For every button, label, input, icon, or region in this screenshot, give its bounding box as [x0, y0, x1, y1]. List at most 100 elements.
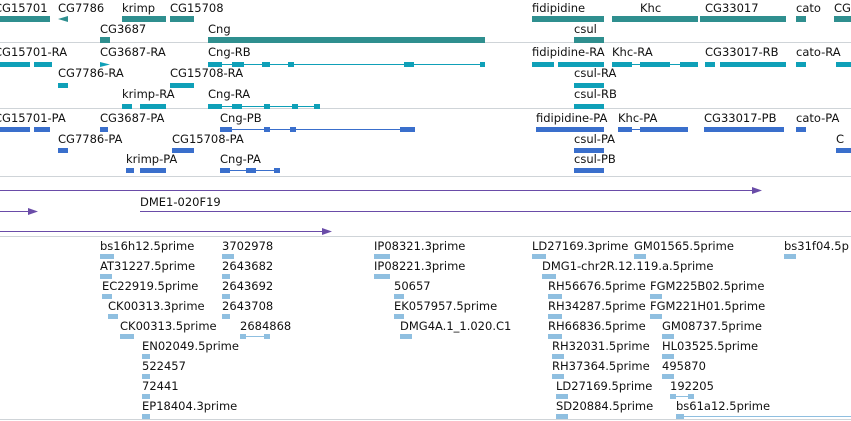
est-label[interactable]: EC22919.5prime [102, 279, 199, 293]
transcript-label[interactable]: Cng-RA [208, 87, 251, 101]
est-label[interactable]: RH34287.5prime [548, 299, 646, 313]
transcript-feature[interactable] [264, 104, 270, 109]
gene-label[interactable]: CG3687 [100, 22, 147, 36]
est-feature[interactable] [552, 374, 564, 379]
transcript-feature[interactable] [480, 62, 485, 67]
est-feature[interactable] [676, 414, 684, 419]
gene-feature[interactable] [612, 16, 698, 22]
protein-feature[interactable] [100, 127, 108, 132]
est-feature[interactable] [548, 334, 562, 339]
transcript-feature[interactable] [140, 104, 166, 109]
est-feature[interactable] [670, 394, 676, 399]
transcript-feature[interactable] [705, 62, 715, 67]
est-feature[interactable] [108, 314, 118, 319]
est-label[interactable]: GM08737.5prime [662, 319, 762, 333]
gene-feature[interactable] [122, 16, 166, 22]
protein-label[interactable]: Cng-PA [220, 152, 261, 166]
est-feature[interactable] [222, 294, 230, 299]
est-feature[interactable] [650, 294, 662, 299]
protein-label[interactable]: CG7786-PA [58, 132, 123, 146]
transcript-feature[interactable] [0, 62, 30, 67]
est-label[interactable]: 2643708 [222, 299, 274, 313]
est-label[interactable]: SD20884.5prime [556, 399, 654, 413]
est-feature[interactable] [542, 274, 556, 279]
protein-feature[interactable] [400, 127, 415, 132]
protein-feature[interactable] [290, 127, 296, 132]
transcript-label[interactable]: krimp-RA [122, 87, 175, 101]
protein-feature[interactable] [704, 127, 784, 132]
est-label[interactable]: AT31227.5prime [100, 259, 196, 273]
est-feature[interactable] [142, 354, 150, 359]
protein-feature[interactable] [274, 168, 280, 173]
transcript-feature[interactable] [404, 62, 414, 67]
protein-feature[interactable] [246, 168, 256, 173]
gene-feature[interactable] [170, 16, 194, 22]
protein-label[interactable]: CG15708-PA [172, 132, 244, 146]
protein-label[interactable]: krimp-PA [126, 152, 178, 166]
transcript-feature[interactable] [100, 62, 110, 67]
protein-label[interactable]: Cng-PB [220, 111, 262, 125]
transcript-feature[interactable] [34, 62, 52, 67]
transcript-label[interactable]: CG15708-RA [170, 66, 244, 80]
est-feature[interactable] [552, 354, 564, 359]
gene-feature[interactable] [574, 37, 604, 43]
protein-feature[interactable] [172, 148, 194, 153]
transcript-feature[interactable] [122, 104, 132, 109]
transcript-feature[interactable] [262, 62, 270, 67]
est-feature[interactable] [662, 354, 674, 359]
est-label[interactable]: RH32031.5prime [552, 339, 650, 353]
est-feature[interactable] [662, 374, 674, 379]
gene-feature[interactable] [796, 16, 806, 22]
transcript-feature[interactable] [232, 62, 244, 67]
transcript-feature[interactable] [292, 104, 298, 109]
protein-feature[interactable] [836, 148, 851, 153]
gene-feature[interactable] [208, 37, 485, 43]
transcript-feature[interactable] [58, 83, 68, 88]
transcript-label[interactable]: Cng-RB [208, 45, 251, 59]
protein-label[interactable]: fidipidine-PA [536, 111, 608, 125]
transcript-label[interactable]: fidipidine-RA [532, 45, 605, 59]
est-feature[interactable] [400, 334, 412, 339]
est-label[interactable]: bs61a12.5prime [676, 399, 771, 413]
est-label[interactable]: bs31f04.5p [784, 239, 849, 253]
transcript-feature[interactable] [836, 62, 851, 67]
est-label[interactable]: 2684868 [240, 319, 292, 333]
protein-feature[interactable] [34, 127, 50, 132]
transcript-label[interactable]: Khc-RA [612, 45, 653, 59]
est-feature[interactable] [394, 294, 404, 299]
est-feature[interactable] [374, 254, 390, 259]
transcript-feature[interactable] [796, 62, 806, 67]
protein-label[interactable]: CG3687-PA [100, 111, 165, 125]
est-label[interactable]: CK00313.3prime [108, 299, 205, 313]
gene-feature[interactable] [834, 16, 851, 22]
est-label[interactable]: HL03525.5prime [662, 339, 759, 353]
transcript-feature[interactable] [208, 62, 222, 67]
est-label[interactable]: RH56676.5prime [548, 279, 646, 293]
est-label[interactable]: 192205 [670, 379, 714, 393]
protein-label[interactable]: csul-PB [574, 152, 616, 166]
gene-label[interactable]: krimp [122, 1, 156, 15]
gene-feature[interactable] [100, 37, 110, 43]
transcript-feature[interactable] [170, 83, 194, 88]
protein-feature[interactable] [574, 148, 604, 153]
transcript-feature[interactable] [720, 62, 786, 67]
protein-feature[interactable] [796, 127, 806, 132]
gene-label[interactable]: cato [796, 1, 821, 15]
gene-label[interactable]: CG7786 [58, 1, 105, 15]
gene-label[interactable]: csul [574, 22, 597, 36]
est-label[interactable]: DMG4A.1_1.020.C1 [400, 319, 512, 333]
protein-label[interactable]: CG15701-PA [0, 111, 66, 125]
protein-feature[interactable] [220, 168, 230, 173]
est-label[interactable]: EN02049.5prime [142, 339, 239, 353]
clone-feature[interactable] [0, 190, 760, 191]
est-feature[interactable] [650, 314, 662, 319]
protein-feature[interactable] [140, 168, 166, 173]
transcript-feature[interactable] [574, 83, 604, 88]
est-feature[interactable] [222, 254, 234, 259]
est-label[interactable]: GM01565.5prime [634, 239, 734, 253]
est-label[interactable]: RH37364.5prime [552, 359, 650, 373]
gene-feature[interactable] [58, 16, 68, 22]
transcript-label[interactable]: cato-RA [796, 45, 841, 59]
est-feature[interactable] [688, 394, 694, 399]
est-label[interactable]: 522457 [142, 359, 186, 373]
